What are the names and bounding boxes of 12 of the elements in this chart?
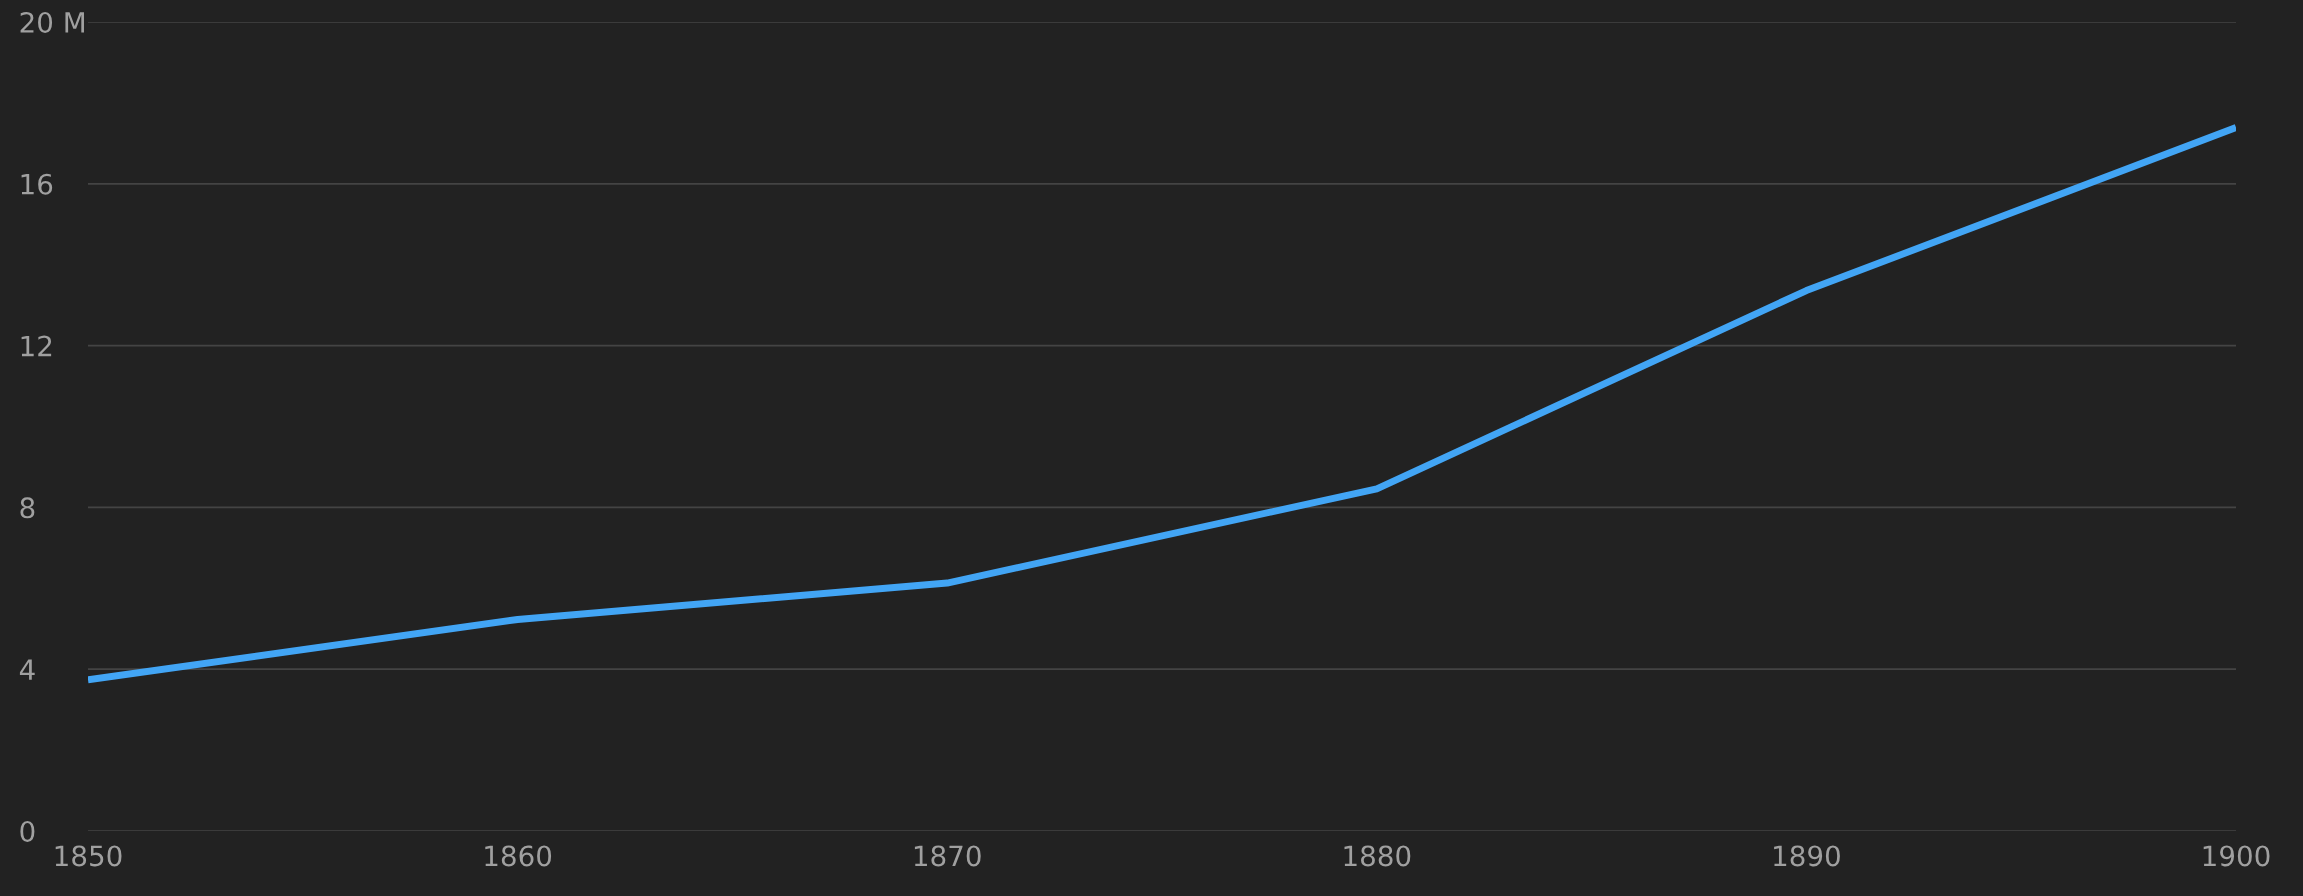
- x-tick-label: 1860: [485, 845, 552, 867]
- y-tick-label: 0: [20, 820, 35, 842]
- x-tick-label: 1880: [1344, 845, 1411, 867]
- y-tick-label: 12: [21, 335, 52, 357]
- x-tick-label: 1870: [914, 845, 981, 867]
- x-tick-label: 1890: [1774, 845, 1840, 867]
- y-tick-label: 16: [21, 173, 53, 195]
- y-tick-label: 20 M: [20, 11, 84, 33]
- y-tick-label: 4: [19, 659, 35, 680]
- x-tick-label: 1850: [55, 845, 122, 867]
- y-tick-label: 8: [20, 497, 35, 519]
- x-tick-label: 1900: [2203, 845, 2270, 867]
